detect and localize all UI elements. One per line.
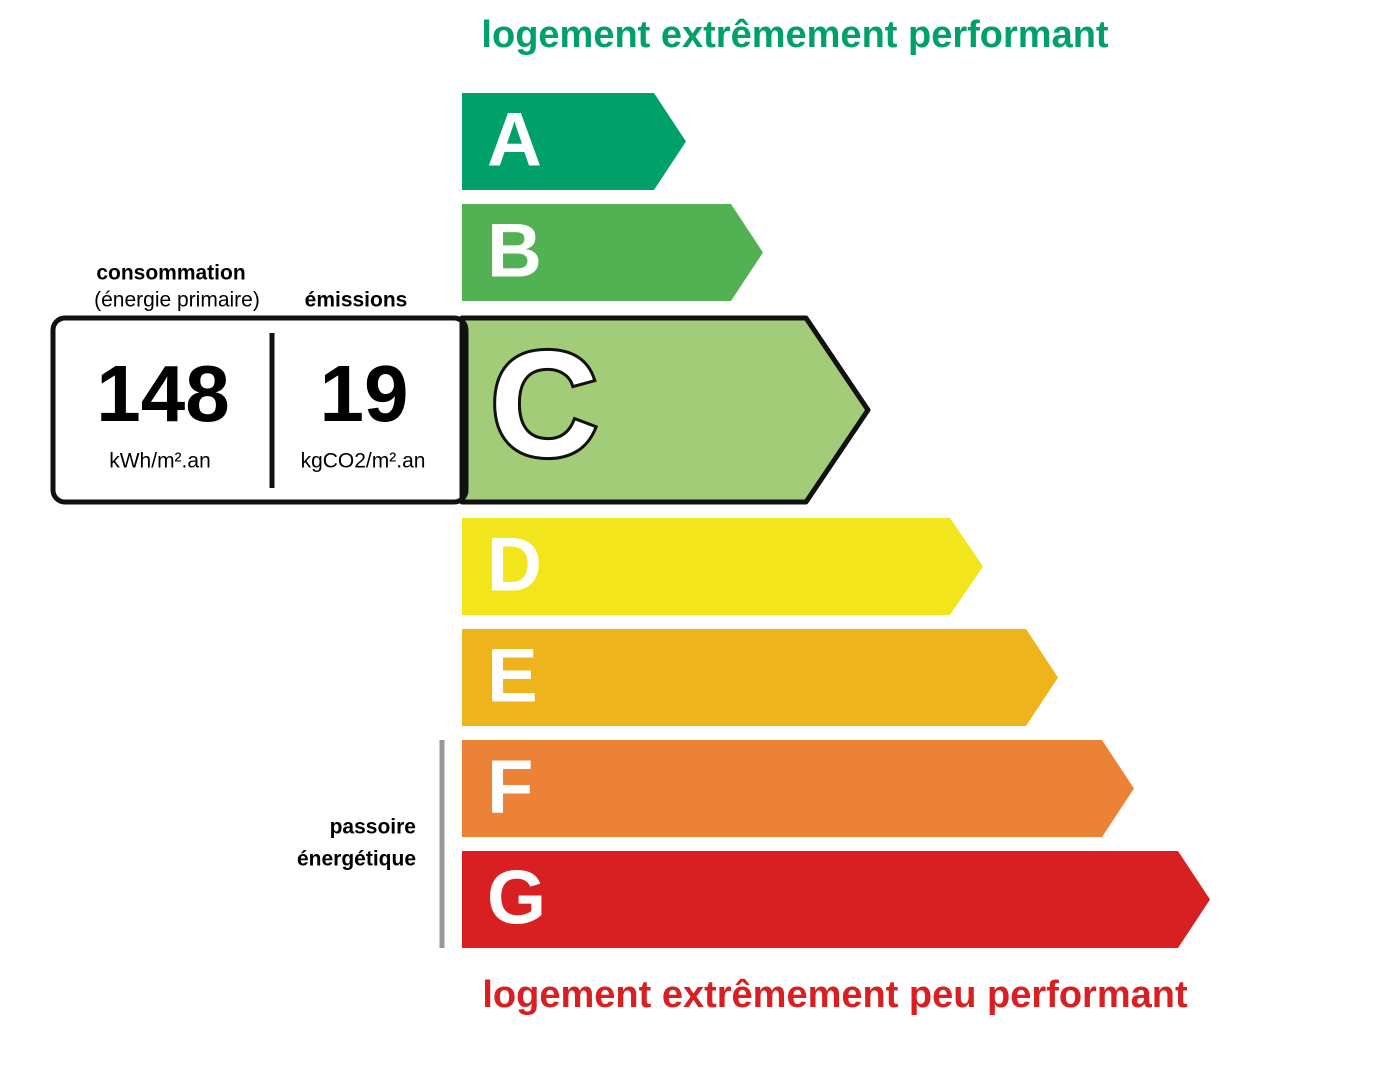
- footer-title: logement extrêmement peu performant: [482, 974, 1188, 1016]
- passoire-line: passoire: [330, 816, 416, 839]
- class-letter: E: [487, 634, 538, 719]
- class-bar: [462, 740, 1134, 837]
- class-letter: F: [487, 745, 533, 830]
- consumption-unit: kWh/m².an: [109, 450, 211, 473]
- class-bar: [462, 93, 686, 190]
- class-bar: [462, 629, 1058, 726]
- class-letter: B: [487, 209, 542, 294]
- emissions-unit: kgCO2/m².an: [301, 450, 426, 473]
- consumption-label: consommation: [96, 262, 245, 285]
- consumption-value: 148: [96, 349, 229, 438]
- emissions-label: émissions: [305, 289, 408, 312]
- class-letter: D: [487, 523, 542, 608]
- class-bar: [459, 315, 871, 505]
- passoire-line: énergétique: [297, 848, 416, 871]
- class-letter: C: [490, 320, 598, 488]
- class-bar: [462, 518, 983, 615]
- class-bar: [462, 851, 1210, 948]
- class-letter: A: [487, 98, 542, 183]
- class-bar: [462, 204, 763, 301]
- value-box: [50, 315, 469, 505]
- consumption-sublabel: (énergie primaire): [94, 289, 260, 312]
- class-letter: G: [487, 856, 546, 941]
- header-title: logement extrêmement performant: [481, 14, 1108, 56]
- emissions-value: 19: [320, 349, 409, 438]
